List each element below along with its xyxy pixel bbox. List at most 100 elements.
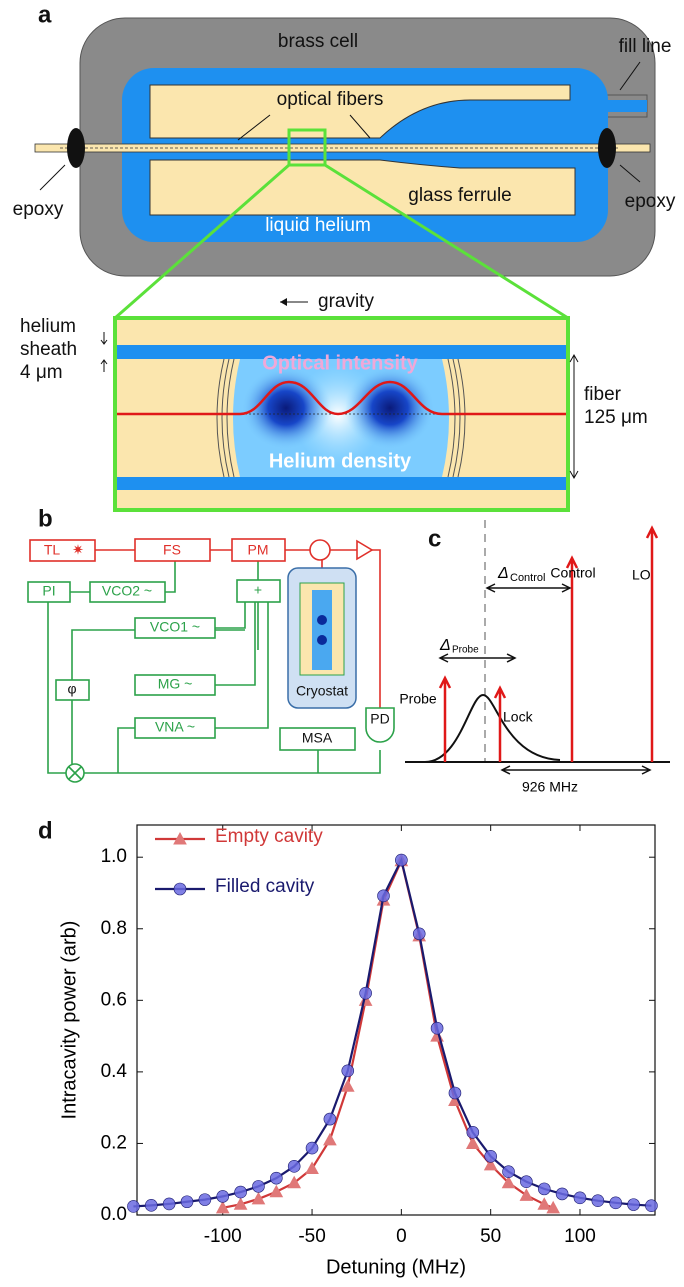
- marker: [467, 1126, 479, 1138]
- label: liquid helium: [265, 215, 371, 236]
- x-tick-label: -50: [298, 1226, 325, 1247]
- marker: [395, 854, 407, 866]
- y-tick-label: 1.0: [101, 846, 127, 867]
- marker: [342, 1065, 354, 1077]
- panel-label: d: [38, 817, 53, 844]
- y-tick-label: 0.4: [101, 1061, 128, 1082]
- x-tick-label: -100: [204, 1226, 242, 1247]
- label: epoxy: [13, 199, 64, 220]
- marker: [360, 987, 372, 999]
- label: glass ferrule: [408, 185, 512, 206]
- arrowhead: [280, 298, 287, 306]
- marker: [163, 1198, 175, 1210]
- marker: [145, 1199, 157, 1211]
- block-label: MG ~: [158, 676, 193, 692]
- legend-label: Empty cavity: [215, 826, 323, 847]
- cavity-helium: [312, 590, 332, 670]
- panel-label: b: [38, 505, 53, 532]
- block-label: FS: [163, 542, 181, 558]
- density-high: [345, 366, 435, 450]
- marker: [520, 1189, 532, 1200]
- marker: [431, 1022, 443, 1034]
- marker: [485, 1150, 497, 1162]
- label: helium: [20, 316, 76, 337]
- label: 125 μm: [584, 407, 648, 428]
- marker: [377, 890, 389, 902]
- laser-icon: ✷: [72, 542, 84, 558]
- label: 926 MHz: [522, 779, 578, 795]
- cavity-mode: [317, 615, 327, 625]
- panel-a: a brass cell fill line optical fibers ep…: [13, 1, 676, 510]
- label: LO: [632, 567, 651, 583]
- marker: [270, 1172, 282, 1184]
- label: Control: [550, 565, 595, 581]
- arrow: [40, 165, 65, 190]
- label: epoxy: [625, 191, 676, 212]
- marker: [520, 1176, 532, 1188]
- marker: [413, 928, 425, 940]
- helium-sheath: [117, 477, 566, 490]
- marker: [628, 1199, 640, 1211]
- spacing-arrow: [440, 584, 650, 774]
- cavity-mode: [317, 635, 327, 645]
- marker: [199, 1194, 211, 1206]
- delta-symbol: Δ: [497, 565, 509, 582]
- panel-c: c Δ Probe Δ Control LO Control Probe Loc…: [399, 520, 670, 795]
- y-tick-label: 0.0: [101, 1204, 127, 1225]
- block: [30, 540, 95, 561]
- marker: [574, 1192, 586, 1204]
- marker: [538, 1183, 550, 1195]
- block-label: MSA: [302, 730, 333, 746]
- block-label: PM: [248, 542, 269, 558]
- x-tick-label: 100: [564, 1226, 596, 1247]
- x-tick-label: 50: [480, 1226, 501, 1247]
- delta-subscript: Control: [510, 572, 545, 584]
- label: gravity: [318, 291, 374, 312]
- legend-label: Filled cavity: [215, 876, 315, 897]
- panel-d: d Detuning (MHz) Intracavity power (arb)…: [38, 817, 657, 1278]
- y-tick-label: 0.2: [101, 1132, 127, 1153]
- y-tick-label: 0.6: [101, 989, 127, 1010]
- label: fill line: [619, 36, 672, 57]
- marker: [556, 1188, 568, 1200]
- block-label: VCO1 ~: [150, 619, 200, 635]
- x-tick-label: 0: [396, 1226, 407, 1247]
- y-axis-title: Intracavity power (arb): [58, 921, 80, 1120]
- marker: [324, 1113, 336, 1125]
- label: fiber: [584, 384, 622, 405]
- series-line: [133, 860, 651, 1206]
- block-label: VCO2 ~: [102, 583, 152, 599]
- block-label: +: [254, 582, 262, 598]
- block-label: TL: [44, 542, 61, 558]
- label: Optical intensity: [262, 352, 418, 374]
- arrow: [570, 355, 578, 478]
- marker: [306, 1162, 318, 1173]
- block-label: PD: [370, 711, 389, 727]
- panel-label: c: [428, 525, 441, 552]
- series-line: [223, 861, 553, 1208]
- marker: [449, 1087, 461, 1099]
- marker: [270, 1186, 282, 1197]
- circulator: [310, 540, 330, 560]
- panel-label: a: [38, 1, 52, 28]
- label: sheath: [20, 339, 77, 360]
- x-axis-title: Detuning (MHz): [326, 1256, 466, 1278]
- panel-b: b TL ✷ FS PM PI VCO2 ~ + VCO1 ~ MG ~ φ V…: [28, 505, 394, 782]
- marker: [127, 1200, 139, 1212]
- label: Probe: [399, 691, 437, 707]
- epoxy: [67, 128, 85, 168]
- marker: [252, 1180, 264, 1192]
- delta-symbol: Δ: [439, 637, 451, 654]
- marker: [610, 1197, 622, 1209]
- label: Helium density: [269, 450, 412, 472]
- marker: [217, 1190, 229, 1202]
- block-label: VNA ~: [155, 719, 195, 735]
- marker: [645, 1200, 657, 1212]
- marker: [288, 1160, 300, 1172]
- marker: [503, 1166, 515, 1178]
- marker: [324, 1134, 336, 1145]
- epoxy: [598, 128, 616, 168]
- block-label: PI: [42, 583, 55, 599]
- marker: [306, 1142, 318, 1154]
- arrow: [101, 332, 107, 372]
